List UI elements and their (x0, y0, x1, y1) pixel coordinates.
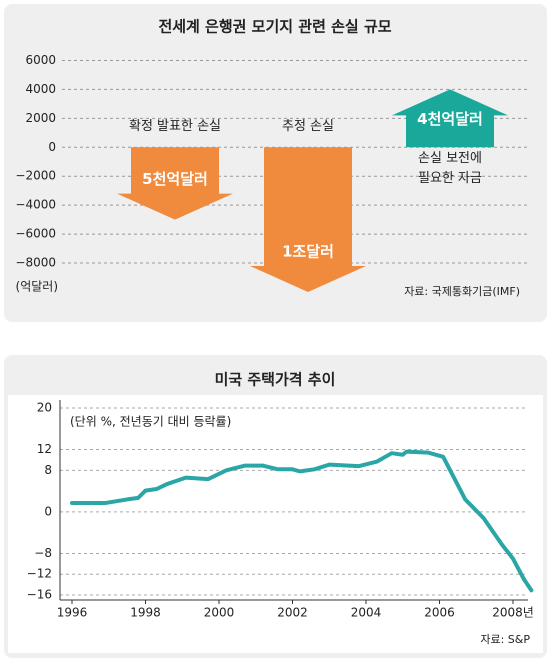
x-tick-label: 1996 (57, 606, 88, 620)
x-tick-label: 2004 (351, 606, 382, 620)
x-tick-label: 1998 (130, 606, 161, 620)
value-label: 5천억달러 (142, 170, 208, 188)
y-tick-label: −4000 (15, 198, 56, 212)
y-tick-label: −6000 (15, 227, 56, 241)
source: 자료: 국제통화기금(IMF) (404, 285, 520, 298)
y-tick-label: 4000 (25, 82, 56, 96)
category-label: 손실 보전에 필요한 자금 (418, 151, 482, 187)
y-tick-label: −16 (27, 588, 52, 602)
x-tick-label: 2006 (424, 606, 455, 620)
x-tick-label: 2008년 (492, 606, 534, 620)
category-text: 손실 보전에 필요한 자금 (418, 151, 482, 187)
y-tick-label: −12 (27, 567, 52, 581)
arrow-bar (392, 89, 508, 148)
y-tick-label: 0 (44, 504, 52, 518)
y-tick-label: 12 (37, 442, 52, 456)
y-tick-label: −2000 (15, 169, 56, 183)
y-tick-label: 0 (48, 140, 56, 154)
y-tick-label: 20 (37, 401, 52, 415)
category-text: 확정 발표한 손실 (129, 119, 221, 135)
category-label: 추정 손실 (282, 119, 334, 135)
value-label: 1조달러 (282, 243, 334, 261)
arrow-bar (250, 147, 366, 292)
line-series (70, 449, 534, 593)
x-tick-label: 2002 (277, 606, 308, 620)
arrow-bar (117, 147, 233, 220)
y-tick-label: −8 (34, 546, 52, 560)
category-label: 확정 발표한 손실 (129, 119, 221, 135)
category-text: 추정 손실 (282, 119, 334, 135)
y-tick-label: 2000 (25, 111, 56, 125)
chart-title: 미국 주택가격 추이 (215, 371, 336, 389)
value-label: 4천억달러 (417, 110, 483, 128)
y-tick-label: 6000 (25, 53, 56, 67)
chart-title: 전세계 은행권 모기지 관련 손실 규모 (158, 18, 391, 36)
subtitle: (단위 %, 전년동기 대비 등락률) (70, 415, 231, 429)
y-tick-label: 8 (44, 463, 52, 477)
x-tick-label: 2000 (204, 606, 235, 620)
y-unit: (억달러) (16, 280, 58, 294)
plot-bg-2 (8, 395, 543, 653)
y-tick-label: −8000 (15, 256, 56, 270)
source: 자료: S&P (480, 633, 530, 646)
